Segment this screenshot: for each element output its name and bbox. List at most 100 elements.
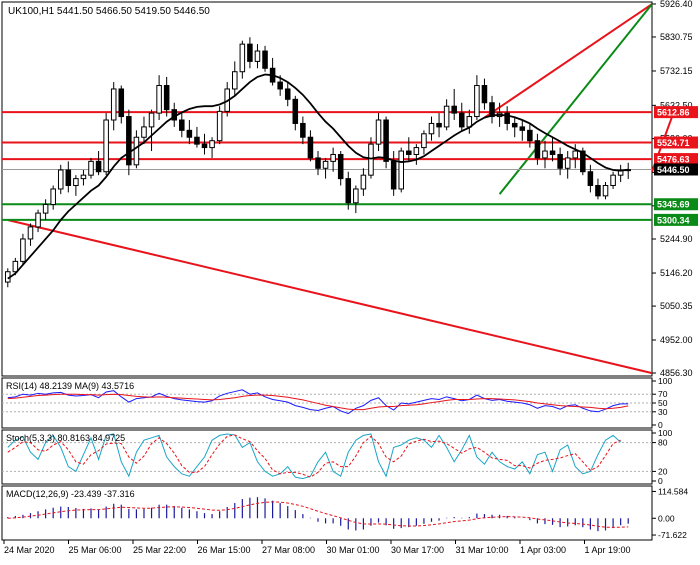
candle-body xyxy=(133,136,140,166)
price-tick-label: 5830.75 xyxy=(660,32,693,42)
sub-tick-label: 0.00 xyxy=(658,513,675,523)
stoch-d-line xyxy=(7,434,621,478)
price-tick-label: 5244.90 xyxy=(660,234,693,244)
candle-body xyxy=(110,88,117,121)
time-tick-label: 31 Mar 10:00 xyxy=(456,545,509,555)
candle-body xyxy=(300,122,306,138)
sma-line xyxy=(7,73,629,280)
candle-body xyxy=(451,105,457,114)
sub-tick-label: 20 xyxy=(658,466,668,476)
time-tick-label: 25 Mar 22:00 xyxy=(133,545,186,555)
candle-body xyxy=(406,150,412,155)
candles xyxy=(5,37,631,288)
sub-tick-label: 30 xyxy=(658,407,668,417)
sub-tick-label: -71.622 xyxy=(658,530,687,540)
candle-body xyxy=(390,160,397,190)
candle-body xyxy=(163,85,170,111)
level-label-box xyxy=(654,198,698,211)
candle-body xyxy=(375,119,382,145)
rsi-line xyxy=(7,389,629,415)
sub-tick-label: 100 xyxy=(658,376,672,386)
candle-body xyxy=(322,160,329,169)
macd-signal-line xyxy=(7,501,629,528)
candle-body xyxy=(50,188,56,205)
candle-body xyxy=(474,85,480,118)
candle-body xyxy=(587,171,594,187)
level-label-box xyxy=(654,136,698,149)
candle-body xyxy=(126,116,132,166)
candle-body xyxy=(12,260,19,273)
candle-body xyxy=(421,133,427,149)
time-tick-label: 30 Mar 01:00 xyxy=(327,545,380,555)
candle-body xyxy=(436,122,442,128)
candle-body xyxy=(201,143,208,149)
candle-body xyxy=(254,50,261,62)
sub-tick-label: 70 xyxy=(658,389,668,399)
time-tick-label: 30 Mar 17:00 xyxy=(391,545,444,555)
candle-body xyxy=(383,119,389,162)
candle-body xyxy=(216,110,223,142)
candle-body xyxy=(428,122,435,135)
chart-header: UK100,H1 5441.50 5466.50 5419.50 5446.50 xyxy=(8,6,210,17)
candle-body xyxy=(443,105,450,128)
candle-body xyxy=(232,71,238,90)
level-label-text: 5476.63 xyxy=(657,155,690,165)
main-panel-frame xyxy=(1,1,653,377)
level-label-box xyxy=(654,213,698,226)
sub-tick-label: 0 xyxy=(658,420,663,430)
candle-body xyxy=(88,160,94,176)
candle-body xyxy=(194,136,200,145)
candle-body xyxy=(80,174,87,180)
price-tick-label: 5146.20 xyxy=(660,268,693,278)
candle-body xyxy=(534,140,541,159)
trendline xyxy=(483,3,653,119)
candle-body xyxy=(368,143,374,176)
trendline xyxy=(498,3,653,195)
candle-body xyxy=(209,140,215,149)
candle-body xyxy=(511,122,518,128)
time-tick-label: 1 Apr 03:00 xyxy=(520,545,566,555)
candle-body xyxy=(557,153,563,169)
time-tick-label: 1 Apr 19:00 xyxy=(585,545,631,555)
candle-body xyxy=(27,226,34,240)
time-tick-label: 26 Mar 15:00 xyxy=(198,545,251,555)
candle-body xyxy=(20,238,26,262)
candle-body xyxy=(337,153,344,180)
level-label-text: 5612.86 xyxy=(657,108,690,118)
current-price-text: 5446.50 xyxy=(657,165,690,175)
candle-body xyxy=(481,85,488,104)
current-price-box xyxy=(654,163,698,176)
sub-tick-label: 50 xyxy=(658,398,668,408)
candle-body xyxy=(345,178,352,204)
candle-body xyxy=(542,150,548,159)
time-tick-label: 25 Mar 06:00 xyxy=(69,545,122,555)
level-label-box xyxy=(654,106,698,119)
horizontal-levels xyxy=(2,111,652,221)
candle-body xyxy=(489,102,495,118)
price-tick-label: 5632.50 xyxy=(660,100,693,110)
candle-body xyxy=(360,174,367,190)
level-label-box xyxy=(654,153,698,166)
candle-body xyxy=(42,203,49,214)
candle-body xyxy=(277,81,283,90)
candle-body xyxy=(549,150,556,155)
trendline xyxy=(7,219,653,375)
level-labels: 5612.86 5524.71 5476.63 5345.69 5300.34 5446.… xyxy=(654,106,698,226)
sub-tick-label: 80 xyxy=(658,438,668,448)
moving-average xyxy=(7,73,629,280)
candle-body xyxy=(262,50,268,69)
level-label-text: 5524.71 xyxy=(657,138,690,148)
candle-body xyxy=(307,136,314,159)
candle-body xyxy=(572,150,579,159)
candle-body xyxy=(413,147,420,155)
sub-tick-label: 100 xyxy=(658,428,672,438)
candle-body xyxy=(95,160,102,173)
candle-body xyxy=(73,178,79,187)
level-label-text: 5300.34 xyxy=(657,215,690,225)
stoch-label: Stoch(5,3,3) 80.8163 84.9725 xyxy=(6,433,125,443)
candle-body xyxy=(602,185,609,197)
candle-body xyxy=(284,88,291,100)
